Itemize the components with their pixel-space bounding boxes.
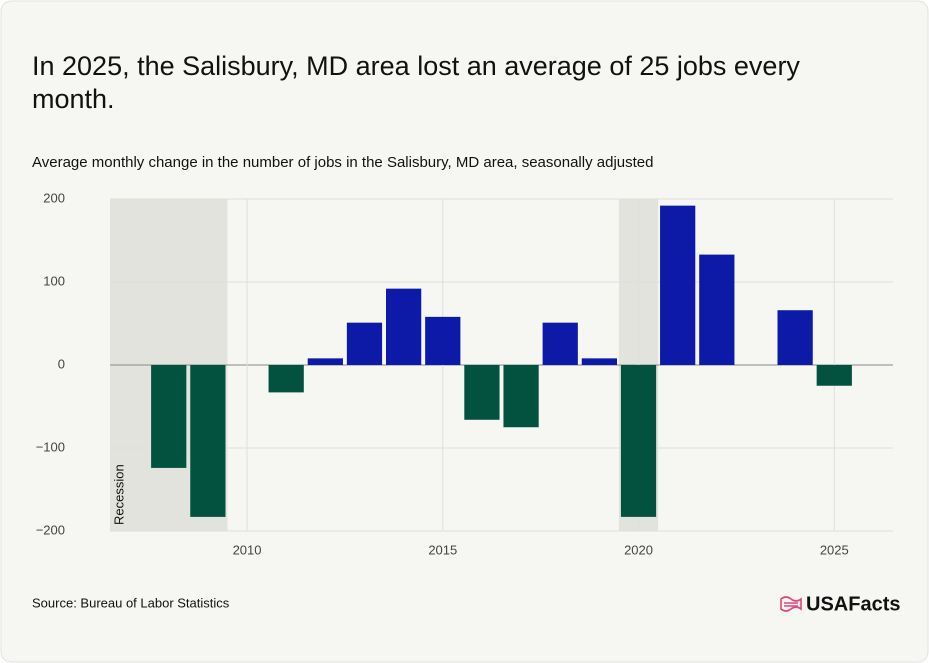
y-tick-label: 200 — [43, 190, 65, 205]
x-tick-label: 2010 — [233, 542, 262, 557]
logo-icon — [780, 596, 802, 612]
bar — [464, 365, 500, 420]
bar — [346, 322, 383, 365]
chart-title-line2: month. — [32, 84, 115, 114]
bar — [190, 365, 226, 517]
x-tick-label: 2020 — [624, 542, 653, 557]
bar — [425, 316, 461, 365]
chart-title-line1: In 2025, the Salisbury, MD area lost an … — [32, 51, 800, 81]
x-tick-label: 2015 — [428, 542, 457, 557]
source: Source: Bureau of Labor Statistics — [32, 595, 230, 610]
bar — [386, 288, 422, 365]
bar — [268, 365, 304, 393]
chart-subtitle: Average monthly change in the number of … — [32, 154, 653, 171]
bar — [307, 358, 343, 365]
brand: USAFacts — [806, 593, 900, 615]
bar — [660, 205, 696, 365]
plot: Recession −200 −100 0 100 200 2010 2015 2020 2025 — [36, 190, 893, 557]
bar — [581, 358, 617, 365]
x-tick-label: 2025 — [820, 542, 849, 557]
bar — [503, 365, 539, 428]
bar — [777, 310, 813, 365]
bar — [620, 365, 657, 517]
y-tick-label: −100 — [36, 439, 65, 454]
bar — [699, 254, 735, 365]
y-tick-label: 0 — [58, 356, 65, 371]
recession-label: Recession — [111, 464, 126, 525]
y-tick-label: −200 — [36, 522, 65, 537]
bar — [816, 365, 852, 386]
bar — [542, 322, 578, 365]
bar — [151, 365, 187, 468]
y-tick-label: 100 — [43, 273, 65, 288]
